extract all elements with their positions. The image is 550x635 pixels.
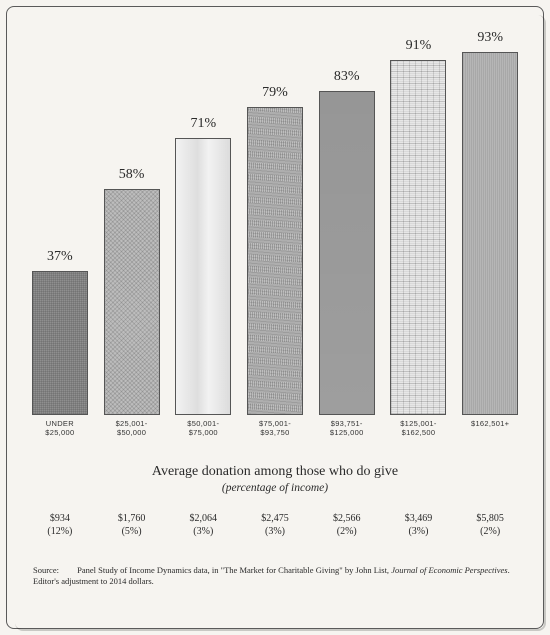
category-label: $162,501+	[457, 419, 523, 438]
bar	[175, 138, 231, 415]
category-line1: $93,751-	[331, 419, 363, 428]
category-line1: $75,001-	[259, 419, 291, 428]
category-label: UNDER $25,000	[27, 419, 93, 438]
category-label: $50,001- $75,000	[170, 419, 236, 438]
bar-value-label: 71%	[170, 116, 236, 132]
donation-cell: $2,064 (3%)	[170, 512, 236, 539]
donation-amount: $5,805	[476, 513, 504, 524]
category-line2: $25,000	[45, 428, 74, 437]
bar-value-label: 91%	[386, 38, 452, 54]
bar	[462, 52, 518, 415]
bar	[319, 91, 375, 415]
donation-pct: (12%)	[47, 526, 72, 537]
bar	[247, 107, 303, 415]
donation-row: $934 (12%) $1,760 (5%) $2,064 (3%) $2,47…	[23, 512, 527, 539]
donation-pct: (2%)	[480, 526, 500, 537]
bar-group: 83%	[314, 91, 380, 415]
source-label: Source:	[33, 565, 75, 576]
category-line2: $125,000	[330, 428, 364, 437]
bar	[32, 271, 88, 415]
category-line1: $125,001-	[400, 419, 436, 428]
source-line: Source: Panel Study of Income Dynamics d…	[23, 565, 527, 592]
donation-cell: $934 (12%)	[27, 512, 93, 539]
subtitle-line1: Average donation among those who do give	[23, 464, 527, 480]
category-line2: $50,000	[117, 428, 146, 437]
bar-group: 37%	[27, 271, 93, 415]
category-line1: $50,001-	[187, 419, 219, 428]
donation-amount: $2,064	[190, 513, 218, 524]
category-line2: $93,750	[260, 428, 289, 437]
category-label: $93,751- $125,000	[314, 419, 380, 438]
donation-amount: $2,566	[333, 513, 361, 524]
bar-chart: 37% 58% 71% 79% 83% 91% 93%	[23, 25, 527, 415]
donation-cell: $2,475 (3%)	[242, 512, 308, 539]
donation-amount: $2,475	[261, 513, 289, 524]
category-line2: $75,000	[189, 428, 218, 437]
category-line1: UNDER	[46, 419, 74, 428]
category-label: $25,001- $50,000	[99, 419, 165, 438]
bar-group: 93%	[457, 52, 523, 415]
category-axis: UNDER $25,000 $25,001- $50,000 $50,001- …	[23, 415, 527, 438]
donation-pct: (5%)	[122, 526, 142, 537]
donation-cell: $1,760 (5%)	[99, 512, 165, 539]
bar-group: 79%	[242, 107, 308, 415]
donation-amount: $1,760	[118, 513, 146, 524]
source-text-em: Journal of Economic Perspectives	[391, 565, 507, 575]
donation-pct: (3%)	[265, 526, 285, 537]
bar-group: 71%	[170, 138, 236, 415]
donation-amount: $934	[50, 513, 70, 524]
donation-cell: $3,469 (3%)	[386, 512, 452, 539]
category-line1: $25,001-	[116, 419, 148, 428]
donation-cell: $5,805 (2%)	[457, 512, 523, 539]
category-label: $75,001- $93,750	[242, 419, 308, 438]
donation-cell: $2,566 (2%)	[314, 512, 380, 539]
donation-pct: (3%)	[408, 526, 428, 537]
bar-value-label: 79%	[242, 85, 308, 101]
bar-value-label: 83%	[314, 69, 380, 85]
chart-frame: 37% 58% 71% 79% 83% 91% 93% UNDE	[6, 6, 544, 629]
bar-group: 58%	[99, 189, 165, 415]
donation-pct: (2%)	[337, 526, 357, 537]
bar-value-label: 93%	[457, 30, 523, 46]
bar-value-label: 58%	[99, 167, 165, 183]
bar	[390, 60, 446, 415]
bar-value-label: 37%	[27, 249, 93, 265]
subtitle-line2: (percentage of income)	[23, 482, 527, 494]
donation-amount: $3,469	[405, 513, 433, 524]
category-line2: $162,500	[402, 428, 436, 437]
donation-pct: (3%)	[193, 526, 213, 537]
source-text-1: Panel Study of Income Dynamics data, in …	[77, 565, 391, 575]
category-label: $125,001- $162,500	[386, 419, 452, 438]
bar	[104, 189, 160, 415]
category-line1: $162,501+	[471, 419, 509, 428]
bar-group: 91%	[386, 60, 452, 415]
